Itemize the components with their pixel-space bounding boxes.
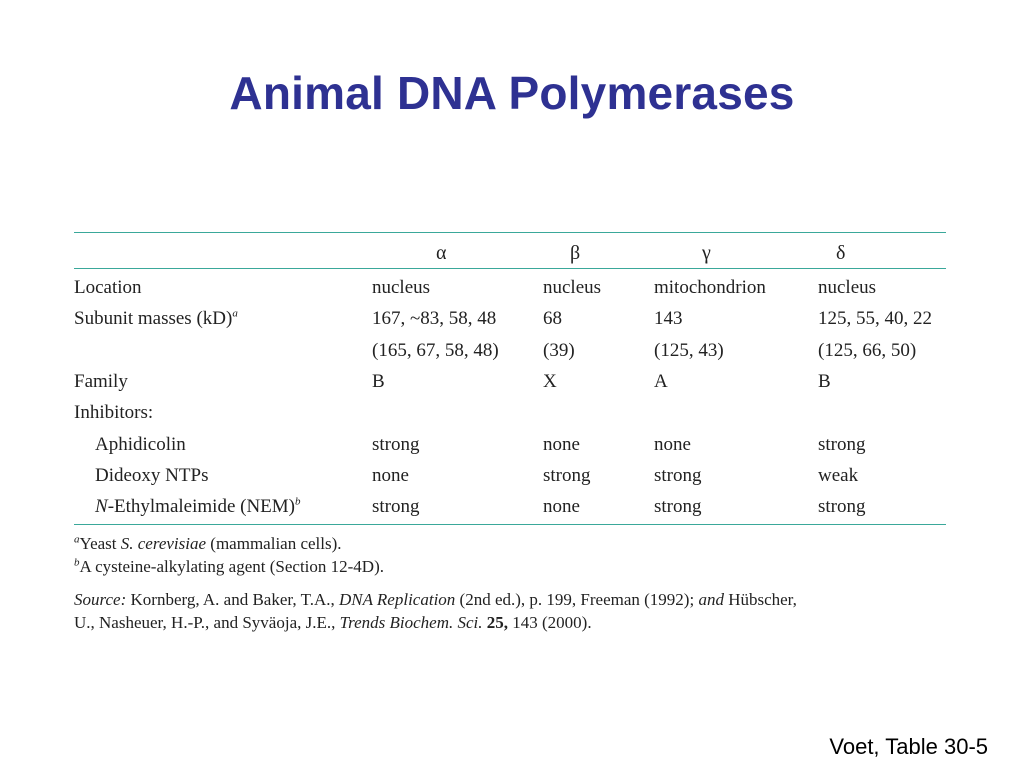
table-cell: nucleus — [372, 277, 431, 298]
row-label-dideoxy-ntps: Dideoxy NTPs — [95, 465, 209, 486]
table-cell: strong — [818, 496, 866, 517]
table-cell: 143 — [654, 308, 683, 329]
table-cell: strong — [654, 496, 702, 517]
table-cell: (125, 43) — [654, 340, 724, 361]
header-delta: δ — [836, 242, 846, 264]
table-cell: 167, ~83, 58, 48 — [372, 308, 497, 329]
table-cell: strong — [372, 434, 420, 455]
table-cell: X — [543, 371, 557, 392]
table-top-rule — [74, 232, 946, 233]
table-bottom-rule — [74, 524, 946, 525]
table-cell: strong — [818, 434, 866, 455]
table-cell: B — [372, 371, 385, 392]
table-cell: strong — [372, 496, 420, 517]
table-cell: (125, 66, 50) — [818, 340, 917, 361]
table-cell: nucleus — [818, 277, 877, 298]
row-label-aphidicolin: Aphidicolin — [95, 434, 186, 455]
table-cell: 68 — [543, 308, 562, 329]
table-header-rule — [74, 268, 946, 269]
table-cell: B — [818, 371, 831, 392]
table-cell: weak — [818, 465, 859, 486]
table-cell: none — [654, 434, 691, 455]
header-alpha: α — [436, 242, 447, 264]
table-cell: (165, 67, 58, 48) — [372, 340, 499, 361]
source-line-1: Source: Kornberg, A. and Baker, T.A., DN… — [74, 590, 797, 609]
table-cell: strong — [654, 465, 702, 486]
slide-title: Animal DNA Polymerases — [229, 67, 795, 119]
footnote-b: bA cysteine-alkylating agent (Section 12… — [74, 556, 384, 576]
table-cell: none — [543, 434, 580, 455]
table-cell: none — [372, 465, 409, 486]
table-cell: mitochondrion — [654, 277, 766, 298]
header-beta: β — [570, 242, 581, 264]
row-label-location: Location — [74, 277, 142, 298]
source-line-2: U., Nasheuer, H.-P., and Syväoja, J.E., … — [74, 613, 592, 632]
table-cell: 125, 55, 40, 22 — [818, 308, 932, 329]
table-cell: strong — [543, 465, 591, 486]
table-cell: A — [654, 371, 668, 392]
table-cell: none — [543, 496, 580, 517]
row-label-inhibitors: Inhibitors: — [74, 402, 154, 423]
header-gamma: γ — [702, 242, 711, 264]
row-label-subunit-masses: Subunit masses (kD)a — [74, 307, 238, 329]
table-cell: (39) — [543, 340, 575, 361]
row-label-family: Family — [74, 371, 128, 392]
footnote-a: aYeast S. cerevisiae (mammalian cells). — [74, 533, 342, 553]
table-cell: nucleus — [543, 277, 602, 298]
slide-citation: Voet, Table 30-5 — [829, 734, 988, 759]
row-label-nem: N-Ethylmaleimide (NEM)b — [95, 495, 301, 517]
